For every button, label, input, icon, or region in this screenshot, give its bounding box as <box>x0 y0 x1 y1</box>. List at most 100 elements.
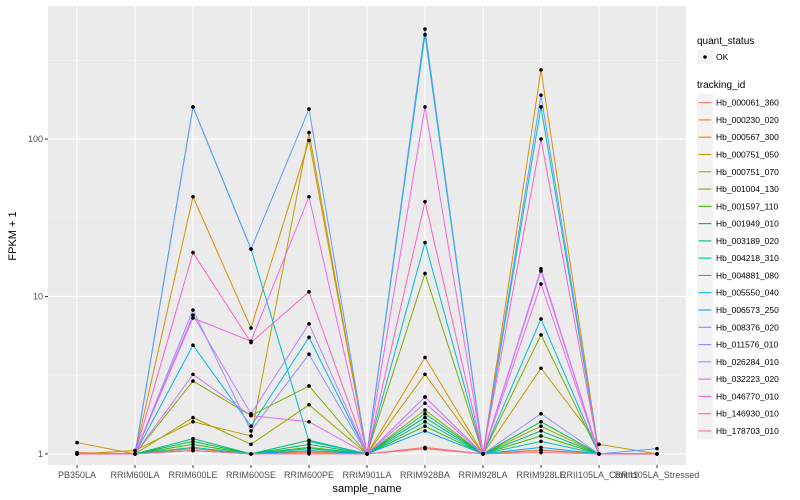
data-point <box>423 415 427 420</box>
data-point <box>423 411 427 416</box>
data-point <box>307 419 311 424</box>
legend-entry-label: Hb_005550_040 <box>716 288 779 298</box>
legend-entry-label: Hb_001949_010 <box>716 219 779 229</box>
data-point <box>539 366 543 371</box>
data-point <box>539 448 543 452</box>
data-point <box>539 317 543 321</box>
data-point <box>191 445 195 450</box>
y-axis-title: FPKM + 1 <box>7 211 19 260</box>
data-point <box>75 440 79 445</box>
data-point <box>539 68 543 72</box>
data-point <box>191 372 195 377</box>
legend-entry-label: Hb_000751_050 <box>716 149 779 159</box>
data-point <box>191 379 195 383</box>
legend-entry-label: Hb_178703_010 <box>716 426 779 436</box>
data-point <box>249 247 253 251</box>
data-point <box>423 446 427 451</box>
data-point <box>249 442 253 447</box>
legend-entry-label: Hb_026284_010 <box>716 357 779 367</box>
data-point <box>191 419 195 424</box>
x-tick-label: RRII105LA_Control <box>560 470 638 480</box>
legend-entry-label: Hb_046770_010 <box>716 391 779 401</box>
data-point <box>307 439 311 444</box>
data-point <box>249 326 253 330</box>
data-point <box>539 333 543 337</box>
data-point <box>423 429 427 433</box>
data-point <box>133 448 137 453</box>
data-point <box>365 452 369 456</box>
data-point <box>191 105 195 109</box>
data-point <box>249 340 253 345</box>
data-point <box>539 93 543 97</box>
x-tick-label: RRIM928BA <box>400 470 450 480</box>
data-point <box>423 199 427 204</box>
y-tick-label: 1 <box>38 449 43 459</box>
data-point <box>307 403 311 407</box>
data-point <box>191 343 195 348</box>
legend: quant_status OK tracking_id Hb_000061_36… <box>697 36 779 440</box>
legend-entry-label: Hb_000751_070 <box>716 167 779 177</box>
data-point <box>307 194 311 199</box>
data-point <box>539 105 543 109</box>
data-point <box>539 445 543 450</box>
legend-entry-label: Hb_146930_010 <box>716 409 779 419</box>
y-tick-label: 10 <box>33 291 43 301</box>
legend-entry-label: Hb_001597_110 <box>716 201 779 211</box>
points-layer <box>75 27 659 456</box>
data-point <box>539 424 543 428</box>
quant-status-legend-label: OK <box>716 52 729 62</box>
x-tick-label: RRIM928LA <box>458 470 507 480</box>
data-point <box>655 446 659 451</box>
data-point <box>539 429 543 433</box>
legend-entry-label: Hb_011576_010 <box>716 340 779 350</box>
data-point <box>191 415 195 420</box>
data-point <box>423 424 427 428</box>
data-point <box>423 27 427 31</box>
data-point <box>423 372 427 377</box>
data-point <box>307 322 311 326</box>
grid-layer <box>48 6 686 465</box>
data-point <box>307 130 311 135</box>
data-point <box>75 452 79 456</box>
x-tick-label: RRII105LA_Stressed <box>615 470 700 480</box>
data-point <box>539 269 543 273</box>
data-point <box>191 250 195 255</box>
data-point <box>423 105 427 109</box>
data-point <box>307 384 311 388</box>
data-point <box>539 137 543 141</box>
data-point <box>481 452 485 456</box>
data-point <box>597 442 601 447</box>
axis-layer: 1 10 100 PB350LA RRIM600LA RRIM600LE RRIM600SE… <box>28 134 699 480</box>
tracking-id-legend-title: tracking_id <box>697 80 745 91</box>
data-point <box>539 411 543 416</box>
data-point <box>307 335 311 340</box>
x-tick-label: RRIM600SE <box>226 470 276 480</box>
data-point <box>423 240 427 245</box>
legend-entry-label: Hb_006573_250 <box>716 305 779 315</box>
data-point <box>423 408 427 412</box>
data-point <box>191 439 195 444</box>
data-point <box>133 452 137 456</box>
data-point <box>307 442 311 447</box>
data-point <box>423 32 427 37</box>
data-point <box>191 313 195 318</box>
legend-entry-label: Hb_001004_130 <box>716 184 779 194</box>
legend-entry-label: Hb_004881_080 <box>716 270 779 280</box>
data-point <box>191 308 195 312</box>
legend-entry-label: Hb_032223_020 <box>716 374 779 384</box>
x-tick-label: RRIM600LE <box>168 470 217 480</box>
data-point <box>539 419 543 424</box>
data-point <box>249 424 253 428</box>
data-point <box>307 452 311 456</box>
legend-entry-label: Hb_008376_020 <box>716 322 779 332</box>
legend-entry-label: Hb_003189_020 <box>716 236 779 246</box>
data-point <box>423 271 427 276</box>
x-axis-title: sample_name <box>332 483 401 495</box>
data-point <box>249 429 253 433</box>
data-point <box>423 419 427 424</box>
data-point <box>191 436 195 441</box>
data-point <box>307 352 311 356</box>
data-point <box>655 452 659 456</box>
